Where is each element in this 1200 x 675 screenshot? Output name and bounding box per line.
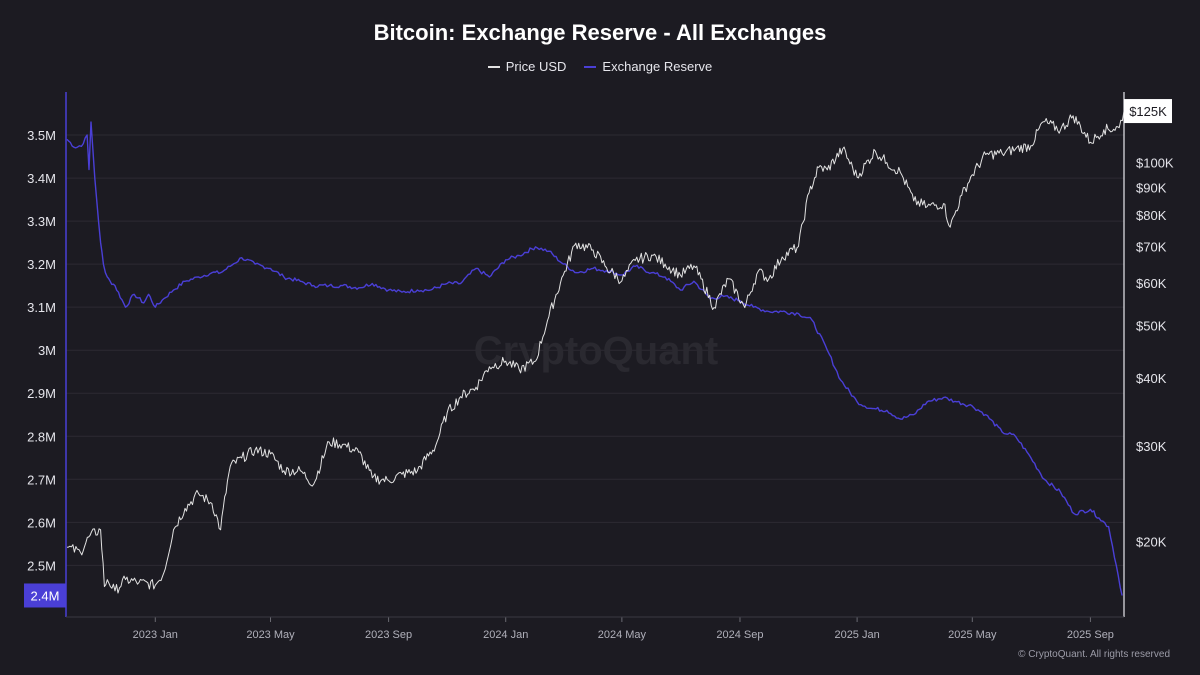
x-tick-label: 2025 Jan bbox=[834, 629, 879, 641]
x-tick-label: 2024 Sep bbox=[716, 629, 763, 641]
labels-layer: 2.5M 2.6M 2.7M 2.8M 2.9M 3M 3.1M 3.2M 3.3M 3.4M 3.… bbox=[24, 99, 1174, 641]
series-line-price-usd bbox=[66, 111, 1125, 594]
y-left-tick-label: 2.9M bbox=[27, 386, 56, 401]
current-price-badge bbox=[1124, 99, 1172, 124]
y-left-tick-label: 2.7M bbox=[27, 472, 56, 487]
watermark: CryptoQuant bbox=[474, 329, 718, 373]
y-left-tick-label: 2.5M bbox=[27, 558, 56, 573]
legend-swatch-reserve bbox=[584, 65, 597, 68]
y-left-tick-label: 2.6M bbox=[27, 515, 56, 530]
legend-swatch-price bbox=[487, 65, 500, 68]
x-tick-label: 2025 Sep bbox=[1067, 629, 1114, 641]
legend-item-price[interactable]: Price USD bbox=[487, 59, 567, 74]
y-left-tick-label: 3.3M bbox=[27, 214, 56, 229]
series-line-exchange-reserve bbox=[66, 121, 1123, 596]
x-tick-label: 2025 May bbox=[948, 629, 997, 641]
current-reserve-badge bbox=[24, 583, 66, 608]
y-right-tick-label: $30K bbox=[1136, 439, 1167, 454]
y-right-tick-label: $70K bbox=[1136, 240, 1167, 255]
y-right-tick-label: $40K bbox=[1136, 371, 1167, 386]
series-layer bbox=[66, 111, 1125, 596]
y-right-tick-label: $50K bbox=[1136, 319, 1167, 334]
y-left-tick-label: 3.2M bbox=[27, 257, 56, 272]
current-price-label: $125K bbox=[1129, 104, 1167, 119]
chart-title: Bitcoin: Exchange Reserve - All Exchange… bbox=[373, 20, 827, 45]
x-tick-label: 2023 Jan bbox=[133, 629, 178, 641]
axes-layer bbox=[65, 92, 1125, 622]
legend-label-reserve: Exchange Reserve bbox=[602, 59, 713, 74]
y-left-tick-label: 3.4M bbox=[27, 171, 56, 186]
y-left-tick-label: 3M bbox=[38, 343, 56, 358]
y-right-tick-label: $20K bbox=[1136, 534, 1167, 549]
x-tick-label: 2023 Sep bbox=[365, 629, 412, 641]
x-tick-label: 2024 Jan bbox=[483, 629, 528, 641]
y-right-tick-label: $60K bbox=[1136, 276, 1167, 291]
y-right-tick-label: $80K bbox=[1136, 208, 1167, 223]
y-left-tick-label: 3.1M bbox=[27, 300, 56, 315]
y-left-tick-label: 3.5M bbox=[27, 128, 56, 143]
legend-item-reserve[interactable]: Exchange Reserve bbox=[584, 59, 712, 74]
x-tick-label: 2024 May bbox=[598, 629, 647, 641]
grid-layer bbox=[66, 134, 1124, 566]
y-right-tick-label: $100K bbox=[1136, 156, 1174, 171]
copyright-notice: © CryptoQuant. All rights reserved bbox=[1018, 649, 1170, 660]
y-right-tick-label: $90K bbox=[1136, 180, 1167, 195]
current-reserve-label: 2.4M bbox=[31, 588, 60, 603]
x-tick-label: 2023 May bbox=[246, 629, 295, 641]
legend: Price USD Exchange Reserve bbox=[0, 59, 1200, 74]
legend-label-price: Price USD bbox=[505, 59, 567, 74]
y-left-tick-label: 2.8M bbox=[27, 429, 56, 444]
